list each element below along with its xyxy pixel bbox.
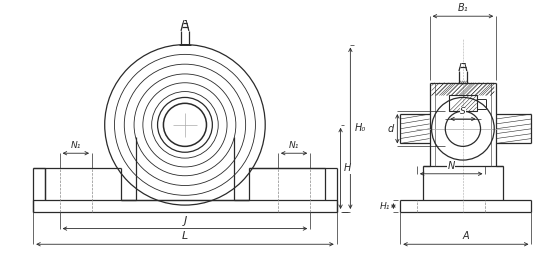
Text: H₁: H₁ — [380, 202, 390, 211]
Text: H₀: H₀ — [354, 123, 366, 133]
Text: N₁: N₁ — [289, 141, 299, 150]
Text: B₁: B₁ — [458, 3, 468, 13]
Text: N: N — [448, 161, 455, 171]
Text: N₁: N₁ — [70, 141, 81, 150]
Text: A: A — [463, 231, 469, 241]
Text: J: J — [183, 216, 186, 226]
Text: L: L — [182, 231, 188, 241]
Text: H: H — [344, 163, 351, 174]
Text: S: S — [460, 107, 466, 116]
Text: d: d — [387, 124, 393, 134]
Bar — [449, 95, 477, 111]
